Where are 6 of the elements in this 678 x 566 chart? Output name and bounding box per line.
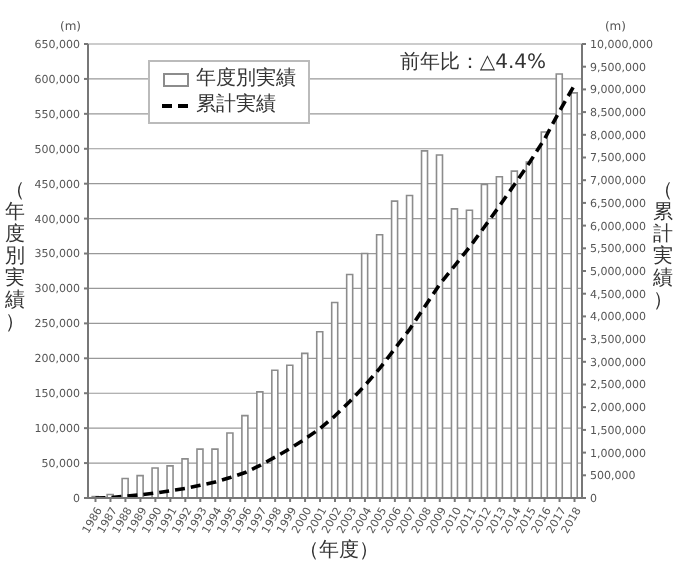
x-axis-title: （年度） (297, 537, 381, 564)
y2-axis-title: （累計実績） (652, 180, 674, 312)
legend-label: 年度別実績 (196, 66, 296, 92)
legend-label: 累計実績 (196, 92, 276, 118)
y-axis-title: （年度別実績） (4, 180, 26, 334)
annotation: 前年比：△4.4% (399, 48, 546, 76)
